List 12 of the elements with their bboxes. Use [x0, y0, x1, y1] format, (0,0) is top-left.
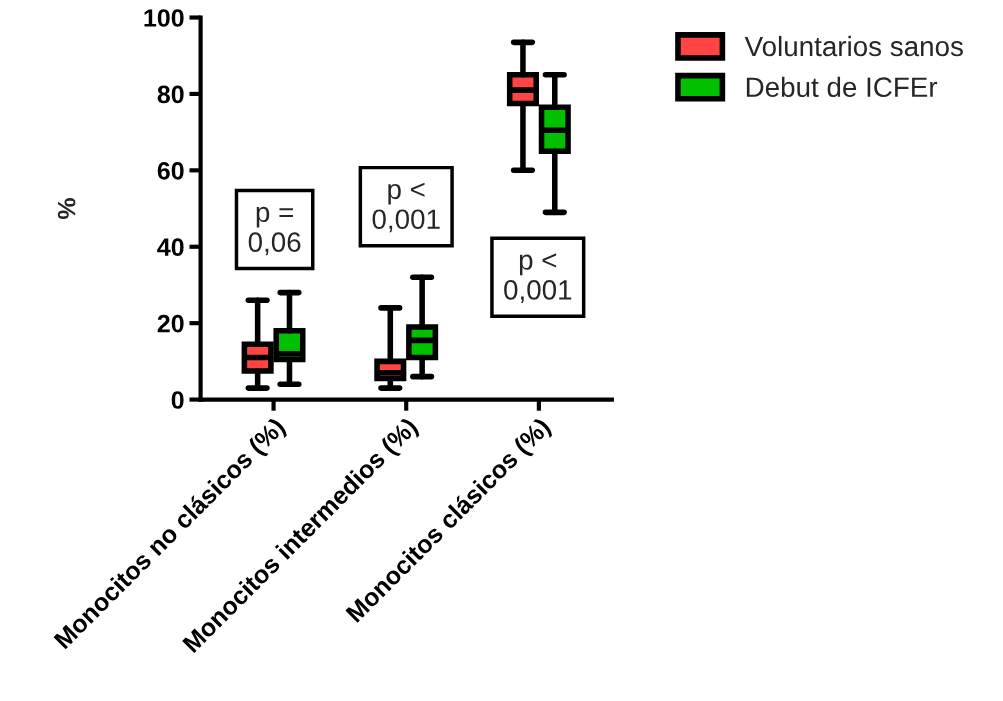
y-tick-label: 0	[171, 391, 184, 409]
y-tick-label: 40	[157, 238, 184, 257]
legend-label: Voluntarios sanos	[744, 35, 963, 57]
annotation: p < 0,001	[504, 253, 572, 304]
y-tick-label: 60	[157, 161, 184, 180]
y-tick-label: 80	[157, 85, 184, 104]
annotation: p = 0,06	[248, 206, 301, 256]
y-tick-label: 20	[157, 314, 184, 333]
y-tick-label: 100	[144, 9, 184, 27]
y-axis-title: %	[57, 198, 76, 220]
annotation: p < 0,001	[372, 182, 440, 233]
legend-label: Debut de ICFEr	[746, 76, 938, 98]
